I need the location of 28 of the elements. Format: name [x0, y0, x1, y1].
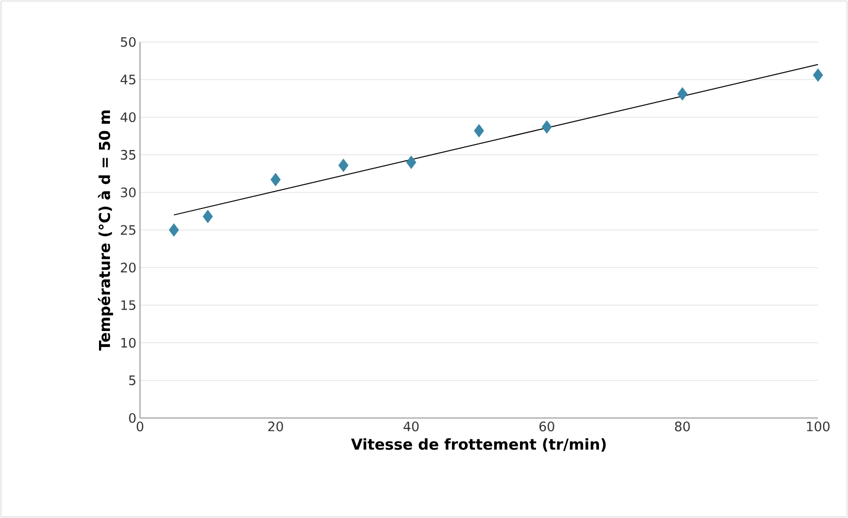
y-tick-label: 5: [129, 376, 136, 386]
x-axis-title: Vitesse de frottement (tr/min): [351, 438, 606, 452]
y-tick-label: 0: [129, 413, 136, 423]
point: [542, 120, 552, 134]
point: [474, 124, 484, 138]
point: [202, 210, 213, 224]
x-tick-label: 0: [136, 422, 144, 432]
x-tick-label: 40: [404, 422, 419, 432]
x-tick-label: 60: [539, 422, 554, 432]
point: [677, 87, 688, 101]
x-tick-label: 100: [807, 422, 830, 432]
x-tick-label: 20: [268, 422, 284, 432]
point: [406, 156, 416, 170]
y-tick-label: 20: [120, 262, 136, 273]
y-tick-label: 10: [121, 338, 136, 348]
y-tick-label: 30: [120, 187, 136, 198]
point: [168, 223, 179, 237]
y-tick-label: 45: [120, 74, 136, 84]
y-axis-title: Température (°C) à d = 50 m: [98, 110, 114, 351]
point: [812, 68, 824, 82]
y-tick-label: 15: [121, 300, 136, 310]
y-tick-label: 40: [120, 112, 136, 122]
y-tick-label: 35: [120, 150, 136, 160]
y-tick-label: 25: [120, 225, 136, 235]
point: [270, 172, 281, 186]
y-tick-label: 50: [120, 37, 136, 47]
point: [338, 158, 348, 172]
x-tick-label: 80: [675, 422, 690, 432]
